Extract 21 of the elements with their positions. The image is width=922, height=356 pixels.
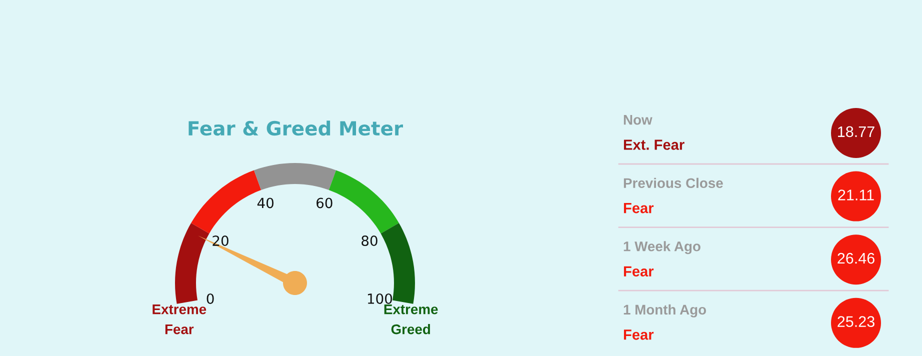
text: 1 Month Ago bbox=[624, 304, 706, 318]
text: Fear bbox=[624, 266, 654, 277]
text: 1 Week Ago bbox=[624, 241, 700, 254]
text: Ext. Fear bbox=[624, 140, 684, 150]
chart-title: Fear & Greed Meter bbox=[188, 120, 404, 136]
text: 20 bbox=[212, 236, 228, 246]
slice-label: Extreme Fear bbox=[152, 304, 206, 334]
text: 40 bbox=[257, 198, 274, 208]
text: Fear bbox=[624, 203, 654, 214]
text: 0 bbox=[206, 293, 214, 304]
text: 60 bbox=[316, 198, 332, 208]
text: 80 bbox=[362, 236, 378, 246]
text: 25.23 bbox=[838, 316, 874, 327]
text: 18.77 bbox=[838, 126, 874, 138]
text: 100 bbox=[368, 293, 392, 304]
text: Fear bbox=[624, 330, 654, 340]
slice-label: Extreme Greed bbox=[384, 304, 438, 334]
text: Now bbox=[624, 115, 652, 125]
text: 21.11 bbox=[838, 190, 874, 200]
text: 26.46 bbox=[838, 252, 874, 264]
text: Previous Close bbox=[624, 178, 723, 188]
